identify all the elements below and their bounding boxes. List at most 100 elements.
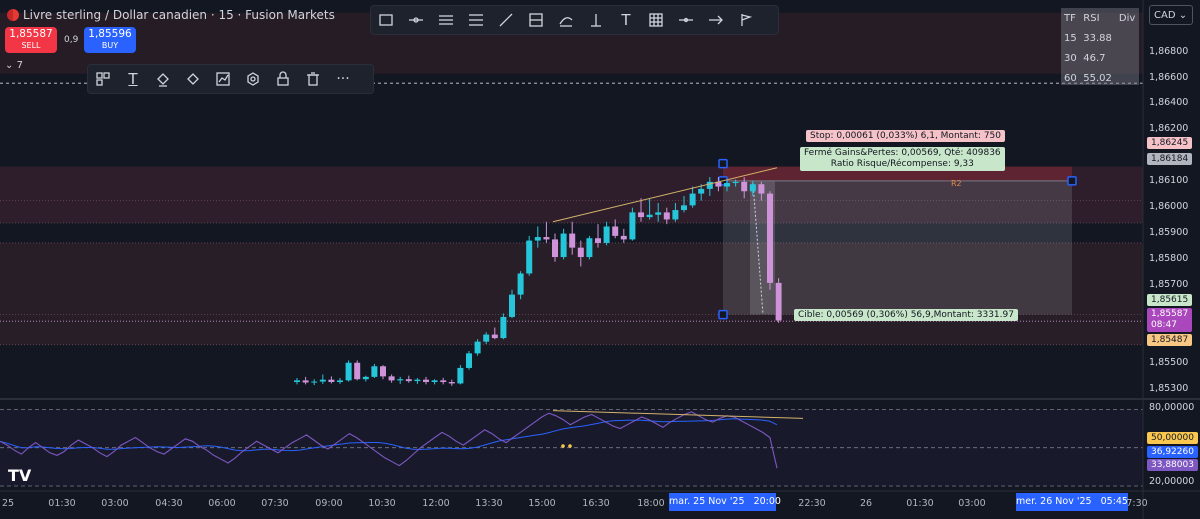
pnl-label[interactable]: Fermé Gains&Pertes: 0,00569, Qté: 409836… [800, 147, 1005, 171]
table-cell-rsi: 46.7 [1083, 52, 1106, 64]
time-highlight-right: mer. 26 Nov '25 05:45 [1016, 493, 1128, 511]
time-tick: 04:30 [155, 498, 183, 509]
time-tick: 10:30 [368, 498, 396, 509]
curve-icon[interactable] [551, 7, 581, 33]
candle-body [474, 341, 481, 354]
zone-stop-band [0, 166, 1143, 223]
candle-body [448, 382, 455, 384]
horizontal-line-icon[interactable] [401, 7, 431, 33]
indicators-toggle[interactable]: ⌄ 7 [5, 60, 23, 71]
time-tick: 18:00 [637, 498, 665, 509]
signal-dot [568, 444, 572, 448]
layout-icon[interactable] [88, 66, 118, 92]
candle-body [603, 226, 610, 243]
candle-body [491, 334, 498, 339]
sell-button[interactable]: 1,85587 SELL [5, 27, 57, 53]
text-icon[interactable]: T [621, 11, 631, 29]
level-tag-r2: R2 [951, 179, 962, 188]
price-tick: 1,86000 [1149, 201, 1189, 212]
candle-body [371, 366, 378, 377]
candle-body [405, 379, 412, 382]
low-price-tag: 1,85487 [1147, 334, 1193, 346]
brush-icon[interactable] [521, 7, 551, 33]
price-tick: 1,86100 [1149, 175, 1189, 186]
rectangle-icon[interactable] [371, 7, 401, 33]
price-tick: 1,85800 [1149, 253, 1189, 264]
candle-body [586, 238, 593, 258]
candle-body [560, 233, 567, 258]
candle-body [328, 379, 335, 383]
candle-body [431, 380, 438, 383]
time-highlight-left: mar. 25 Nov '25 20:00 [669, 493, 781, 511]
trendline-icon[interactable] [491, 7, 521, 33]
candle-body [681, 205, 687, 211]
rsi-divergence-line [552, 410, 804, 419]
candle-body [732, 181, 739, 184]
time-tick: 26 [859, 498, 873, 509]
chevron-down-icon: ⌄ [5, 60, 17, 71]
text-icon[interactable]: T [128, 70, 138, 88]
trash-icon[interactable] [298, 66, 328, 92]
price-tick: 1,86600 [1149, 72, 1189, 83]
symbol-title[interactable]: Livre sterling / Dollar canadien · 15 · … [23, 8, 335, 22]
more-icon[interactable]: ··· [336, 71, 350, 87]
lock-icon[interactable] [268, 66, 298, 92]
price-tick: 1,86400 [1149, 97, 1189, 108]
flag-icon[interactable] [731, 7, 761, 33]
settings-icon[interactable] [238, 66, 268, 92]
anchor-icon[interactable] [581, 7, 611, 33]
entry-price-tag: 1,86184 [1147, 153, 1193, 165]
time-tick: 03:00 [958, 498, 986, 509]
table-row: 60 55.02 [1061, 68, 1139, 88]
time-tick: 13:30 [475, 498, 503, 509]
buy-button[interactable]: 1,85596 BUY [84, 27, 136, 53]
candle-body [423, 379, 429, 383]
parallel-channel-icon[interactable] [431, 7, 461, 33]
fill-bucket-icon[interactable] [148, 66, 178, 92]
candle-body [689, 193, 696, 206]
time-tick: 12:00 [422, 498, 450, 509]
drawing-properties-toolbar: T ··· [87, 64, 374, 94]
grid-icon[interactable] [641, 7, 671, 33]
table-cell-div [1116, 48, 1139, 68]
candle-body [724, 183, 730, 187]
table-cell-rsi: 33.88 [1083, 32, 1112, 44]
fib-icon[interactable] [461, 7, 491, 33]
position-handle [718, 158, 728, 169]
candle-body [483, 334, 490, 342]
candle-body [706, 181, 713, 189]
table-header-div: Div [1118, 12, 1136, 24]
target-price-tag: 1,85615 [1147, 294, 1193, 306]
tradingview-logo[interactable]: TV [8, 466, 32, 485]
table-cell-div [1116, 28, 1139, 48]
color-icon[interactable] [178, 66, 208, 92]
candle-body [638, 212, 644, 218]
rsi-line [0, 411, 778, 469]
price-tick: 1,86800 [1149, 46, 1189, 57]
bar-countdown: 08:47 [1151, 320, 1177, 330]
candle-body [552, 239, 558, 258]
drawing-tools-toolbar: T [370, 5, 779, 35]
target-label[interactable]: Cible: 0,00569 (0,306%) 56,9,Montant: 33… [794, 309, 1018, 321]
time-tick: 25 [1, 498, 15, 509]
arrow-marker-icon[interactable] [701, 7, 731, 33]
candle-body [517, 273, 524, 295]
spread-value: 0,9 [64, 35, 79, 45]
candle-body [741, 181, 748, 192]
time-tick: 06:00 [208, 498, 236, 509]
currency-value: CAD [1154, 10, 1176, 21]
stop-label[interactable]: Stop: 0,00061 (0,033%) 6,1, Montant: 750 [806, 130, 1005, 142]
ray-icon[interactable] [671, 7, 701, 33]
time-tick: 01:30 [48, 498, 76, 509]
position-handle [718, 309, 728, 320]
candle-body [440, 380, 447, 383]
candle-body [362, 376, 369, 380]
rsi-value-tag: 33,88003 [1147, 459, 1198, 471]
sell-label: SELL [21, 41, 41, 50]
signal-dot [561, 444, 565, 448]
candle-body [294, 380, 300, 383]
currency-select[interactable]: CAD ⌄ [1149, 5, 1193, 25]
candle-body [715, 181, 722, 187]
chart-icon[interactable] [208, 66, 238, 92]
